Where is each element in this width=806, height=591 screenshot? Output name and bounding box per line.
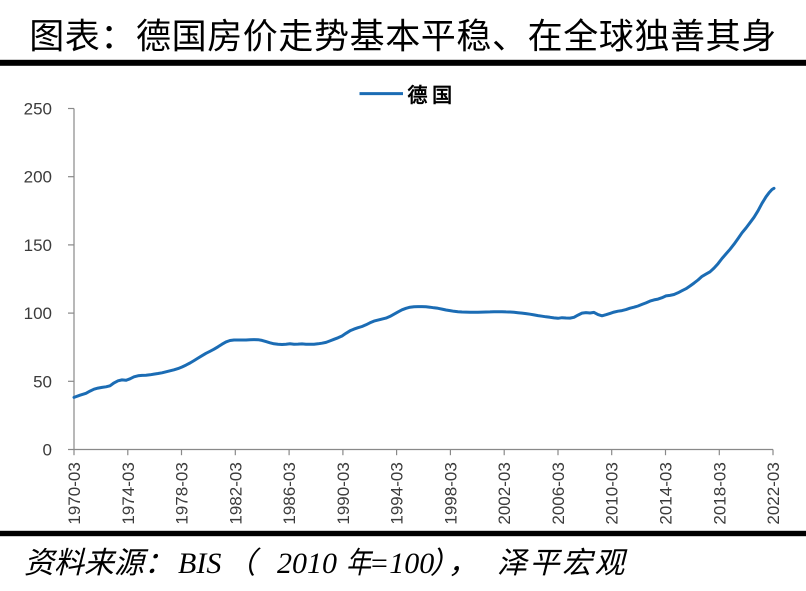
svg-text:200: 200 [24,168,52,187]
svg-text:1986-03: 1986-03 [280,462,299,524]
svg-text:2002-03: 2002-03 [495,462,514,524]
svg-text:2022-03: 2022-03 [764,462,783,524]
svg-text:2018-03: 2018-03 [710,462,729,524]
svg-text:德国: 德国 [408,83,457,107]
svg-text:1978-03: 1978-03 [173,462,192,524]
svg-text:2010-03: 2010-03 [603,462,622,524]
svg-text:1998-03: 1998-03 [441,462,460,524]
svg-text:250: 250 [24,100,52,119]
svg-text:0: 0 [43,441,52,460]
svg-text:100: 100 [24,304,52,323]
svg-text:1994-03: 1994-03 [388,462,407,524]
svg-text:1970-03: 1970-03 [65,462,84,524]
svg-text:50: 50 [33,372,52,391]
svg-text:1990-03: 1990-03 [334,462,353,524]
svg-text:2014-03: 2014-03 [657,462,676,524]
svg-text:2006-03: 2006-03 [549,462,568,524]
svg-text:1982-03: 1982-03 [226,462,245,524]
svg-text:150: 150 [24,236,52,255]
svg-text:图表：德国房价走势基本平稳、在全球独善其身: 图表：德国房价走势基本平稳、在全球独善其身 [29,18,777,57]
svg-text:1974-03: 1974-03 [119,462,138,524]
